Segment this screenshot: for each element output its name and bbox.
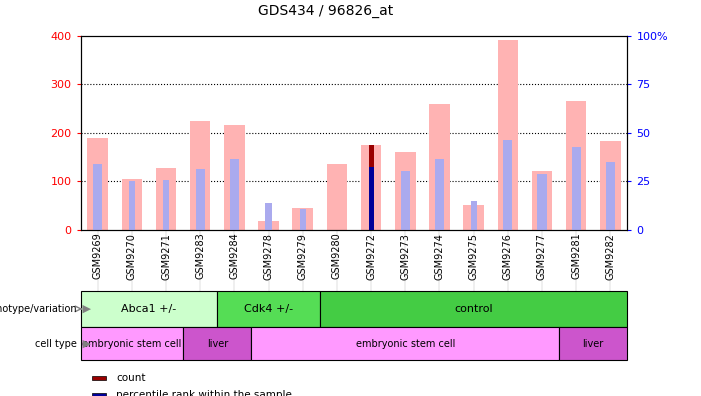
Bar bbox=[503, 140, 512, 230]
Bar bbox=[92, 376, 107, 379]
Bar bbox=[217, 291, 320, 327]
Bar bbox=[224, 126, 245, 230]
Text: GSM9282: GSM9282 bbox=[605, 233, 615, 280]
Bar bbox=[327, 164, 347, 230]
Bar bbox=[122, 179, 142, 230]
Text: GSM9276: GSM9276 bbox=[503, 233, 513, 280]
Text: GSM9279: GSM9279 bbox=[298, 233, 308, 280]
Text: embryonic stem cell: embryonic stem cell bbox=[82, 339, 182, 348]
Bar bbox=[299, 209, 306, 230]
Bar bbox=[81, 291, 217, 327]
Bar bbox=[320, 291, 627, 327]
Bar bbox=[369, 167, 374, 230]
Bar bbox=[559, 327, 627, 360]
Text: Cdk4 +/-: Cdk4 +/- bbox=[244, 304, 293, 314]
Text: GSM9283: GSM9283 bbox=[195, 233, 205, 280]
Text: Abca1 +/-: Abca1 +/- bbox=[121, 304, 177, 314]
Bar bbox=[463, 206, 484, 230]
Bar bbox=[81, 327, 183, 360]
Bar bbox=[538, 174, 547, 230]
Text: GSM9272: GSM9272 bbox=[366, 233, 376, 280]
Bar bbox=[266, 203, 272, 230]
Text: cell type: cell type bbox=[35, 339, 77, 348]
Bar bbox=[92, 393, 107, 396]
Text: GDS434 / 96826_at: GDS434 / 96826_at bbox=[259, 4, 393, 18]
Bar bbox=[163, 180, 169, 230]
Bar bbox=[470, 200, 477, 230]
Bar bbox=[156, 168, 176, 230]
Text: liver: liver bbox=[207, 339, 228, 348]
Text: control: control bbox=[454, 304, 493, 314]
Text: percentile rank within the sample: percentile rank within the sample bbox=[116, 390, 292, 396]
Bar bbox=[600, 141, 620, 230]
Bar bbox=[252, 327, 559, 360]
Text: GSM9278: GSM9278 bbox=[264, 233, 273, 280]
Bar bbox=[230, 159, 239, 230]
Text: GSM9271: GSM9271 bbox=[161, 233, 171, 280]
Bar bbox=[606, 162, 615, 230]
Text: liver: liver bbox=[583, 339, 604, 348]
Bar bbox=[196, 169, 205, 230]
Bar bbox=[435, 159, 444, 230]
Bar bbox=[258, 221, 279, 230]
Bar bbox=[292, 208, 313, 230]
Text: GSM9284: GSM9284 bbox=[229, 233, 240, 280]
Text: GSM9269: GSM9269 bbox=[93, 233, 103, 280]
Bar bbox=[88, 137, 108, 230]
Text: GSM9280: GSM9280 bbox=[332, 233, 342, 280]
Text: GSM9274: GSM9274 bbox=[435, 233, 444, 280]
Bar bbox=[361, 145, 381, 230]
Bar bbox=[93, 164, 102, 230]
Text: embryonic stem cell: embryonic stem cell bbox=[355, 339, 455, 348]
Text: ▶: ▶ bbox=[79, 339, 91, 348]
Bar bbox=[571, 147, 580, 230]
Text: genotype/variation: genotype/variation bbox=[0, 304, 77, 314]
Text: GSM9273: GSM9273 bbox=[400, 233, 410, 280]
Text: GSM9275: GSM9275 bbox=[468, 233, 479, 280]
Bar bbox=[395, 152, 416, 230]
Bar bbox=[498, 40, 518, 230]
Bar bbox=[401, 171, 410, 230]
Bar bbox=[183, 327, 252, 360]
Text: GSM9270: GSM9270 bbox=[127, 233, 137, 280]
Text: ▶: ▶ bbox=[79, 304, 91, 314]
Bar bbox=[566, 101, 586, 230]
Text: GSM9281: GSM9281 bbox=[571, 233, 581, 280]
Bar bbox=[190, 120, 210, 230]
Bar bbox=[531, 171, 552, 230]
Bar bbox=[129, 181, 135, 230]
Bar bbox=[429, 103, 450, 230]
Text: count: count bbox=[116, 373, 146, 383]
Text: GSM9277: GSM9277 bbox=[537, 233, 547, 280]
Bar bbox=[369, 145, 374, 230]
